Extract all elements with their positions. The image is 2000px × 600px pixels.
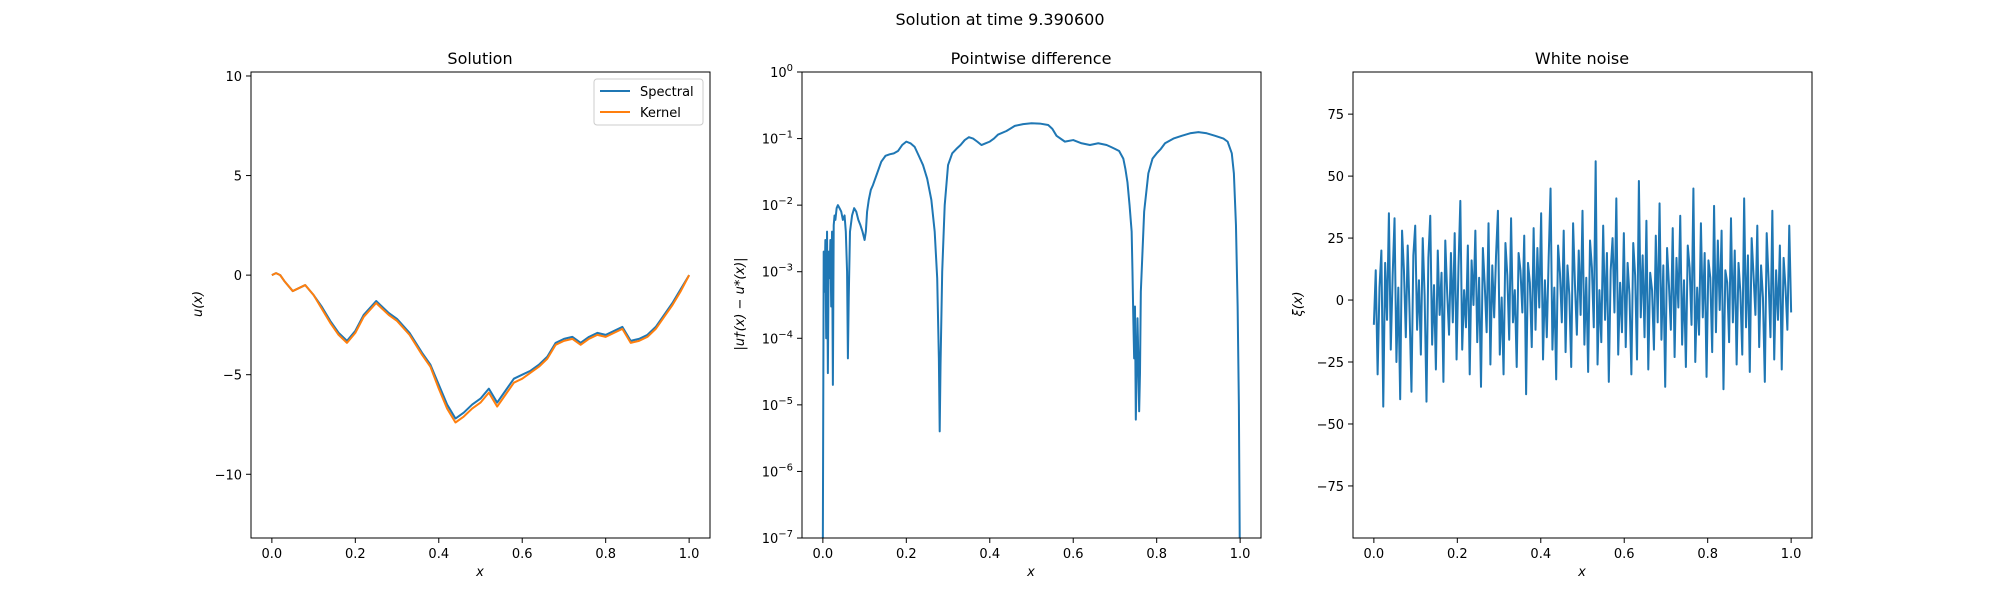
y-tick-label: 10−3 — [762, 263, 793, 281]
x-axis-label: x — [475, 565, 484, 580]
x-axis-label: x — [1577, 565, 1586, 580]
y-tick-label: 100 — [770, 63, 793, 81]
x-tick-label: 0.2 — [896, 547, 917, 562]
x-tick-label: 0.6 — [512, 547, 533, 562]
panel-pointwise-difference: Pointwise difference x |u†(x) − u*(x)| 0… — [733, 49, 1262, 580]
y-tick-label: 10−5 — [762, 396, 793, 414]
y-tick-label: 10 — [225, 70, 242, 85]
x-tick-label: 0.8 — [595, 547, 616, 562]
y-tick-label: −50 — [1317, 418, 1344, 433]
x-tick-label: 0.0 — [813, 547, 834, 562]
series-line-kernel — [271, 272, 691, 424]
y-tick-label: −25 — [1317, 356, 1344, 371]
y-tick-label: 25 — [1327, 232, 1344, 247]
x-tick-label: 1.0 — [1781, 547, 1802, 562]
x-tick-label: 0.0 — [1364, 547, 1385, 562]
y-tick-label: −10 — [215, 468, 242, 483]
x-axis-label: x — [1026, 565, 1035, 580]
x-tick-label: 0.4 — [979, 547, 1000, 562]
x-tick-label: 0.6 — [1063, 547, 1084, 562]
y-tick-label: 10−6 — [762, 462, 793, 480]
y-tick-label: 75 — [1327, 108, 1344, 123]
panel-title: White noise — [1535, 49, 1629, 68]
y-tick-label: 10−7 — [762, 529, 793, 547]
x-tick-label: 0.6 — [1614, 547, 1635, 562]
axes-frame — [250, 71, 711, 539]
axes-frame — [801, 71, 1262, 539]
y-tick-label: −75 — [1317, 480, 1344, 495]
legend: Spectral Kernel — [593, 78, 704, 126]
x-tick-label: 1.0 — [1230, 547, 1251, 562]
panel-white-noise: White noise x ξ(x) 0.0 0.2 0.4 0.6 0.8 1.0 −75… — [1291, 49, 1813, 580]
y-tick-label: 10−4 — [762, 329, 793, 347]
y-tick-label: 5 — [234, 170, 242, 185]
x-tick-label: 0.8 — [1697, 547, 1718, 562]
x-tick-label: 0.2 — [1447, 547, 1468, 562]
x-tick-label: 0.0 — [262, 547, 283, 562]
x-tick-label: 1.0 — [679, 547, 700, 562]
y-axis-label: ξ(x) — [1291, 291, 1306, 317]
axes-frame — [1352, 71, 1813, 539]
x-tick-label: 0.4 — [428, 547, 449, 562]
panel-title: Solution — [447, 49, 512, 68]
panel-solution: Solution x u(x) 0.0 0.2 0.4 0.6 0.8 1.0 −10 −5 0… — [191, 49, 711, 580]
x-tick-label: 0.4 — [1530, 547, 1551, 562]
y-tick-label: 0 — [1336, 294, 1344, 309]
x-tick-label: 0.2 — [345, 547, 366, 562]
y-tick-label: 10−2 — [762, 196, 793, 214]
y-axis-label: |u†(x) − u*(x)| — [733, 257, 748, 350]
legend-label-kernel: Kernel — [640, 106, 681, 121]
series-line-difference — [821, 122, 1241, 538]
figure-suptitle: Solution at time 9.390600 — [895, 10, 1104, 29]
panel-title: Pointwise difference — [951, 49, 1112, 68]
legend-label-spectral: Spectral — [640, 85, 694, 100]
y-tick-label: 50 — [1327, 170, 1344, 185]
y-axis-label: u(x) — [191, 291, 206, 317]
series-line-noise — [1372, 160, 1793, 408]
y-tick-label: −5 — [223, 369, 242, 384]
y-tick-label: 0 — [234, 269, 242, 284]
x-tick-label: 0.8 — [1146, 547, 1167, 562]
y-tick-label: 10−1 — [762, 130, 793, 148]
series-line-spectral — [271, 272, 690, 420]
